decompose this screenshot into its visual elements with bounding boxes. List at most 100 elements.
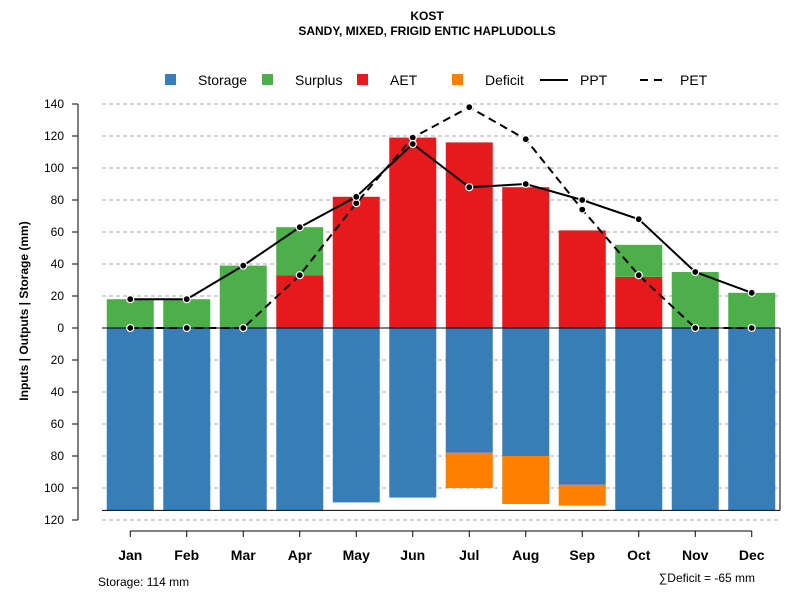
x-tick-label-oct: Oct — [627, 547, 651, 563]
y-tick-label: 120 — [44, 129, 64, 143]
y-tick-label: 0 — [57, 321, 64, 335]
point-pet-oct — [634, 271, 643, 280]
point-pet-sep — [578, 205, 587, 214]
legend-item-ppt: PPT — [540, 72, 608, 88]
chart-subtitle: SANDY, MIXED, FRIGID ENTIC HAPLUDOLLS — [298, 24, 555, 38]
bar-storage-jun — [389, 328, 437, 498]
bar-aet-jun — [389, 137, 437, 328]
bar-deficit-jul — [445, 452, 493, 488]
x-tick-label-aug: Aug — [512, 547, 539, 563]
bar-storage-nov — [671, 328, 719, 511]
y-tick-label: 100 — [44, 481, 64, 495]
bar-surplus-nov — [671, 272, 719, 328]
bar-surplus-feb — [163, 299, 211, 328]
bars — [106, 137, 776, 511]
x-tick-label-may: May — [343, 547, 370, 563]
y-tick-label: 20 — [51, 289, 65, 303]
legend-item-surplus: Surplus — [262, 72, 342, 88]
point-pet-aug — [521, 135, 530, 144]
bar-storage-may — [332, 328, 380, 503]
y-tick-label: 60 — [51, 417, 65, 431]
line-ppt — [130, 142, 753, 301]
point-ppt-feb — [182, 295, 191, 304]
point-ppt-jun — [408, 139, 417, 149]
point-pet-mar — [239, 323, 248, 333]
point-pet-apr — [295, 271, 304, 280]
x-tick-label-nov: Nov — [682, 547, 709, 563]
legend-label-deficit: Deficit — [485, 72, 524, 88]
legend-swatch-deficit — [452, 74, 463, 85]
legend-swatch-storage — [165, 74, 176, 85]
storage-footnote: Storage: 114 mm — [98, 575, 189, 589]
legend-label-surplus: Surplus — [295, 72, 342, 88]
y-tick-label: 120 — [44, 513, 64, 527]
bar-storage-jan — [106, 328, 154, 511]
y-tick-label: 100 — [44, 161, 64, 175]
y-tick-label: 80 — [51, 193, 65, 207]
bar-storage-mar — [219, 328, 267, 511]
point-ppt-nov — [691, 267, 700, 277]
x-tick-label-jul: Jul — [459, 547, 479, 563]
legend-item-aet: AET — [357, 72, 418, 88]
y-tick-label: 20 — [51, 353, 65, 367]
legend: Storage Surplus AET Deficit PPT PET — [165, 72, 708, 88]
gridlines — [102, 103, 780, 521]
bar-storage-feb — [163, 328, 211, 511]
y-tick-label: 140 — [44, 97, 64, 111]
bar-aet-apr — [276, 275, 324, 328]
x-tick-label-dec: Dec — [739, 547, 765, 563]
bar-aet-may — [332, 196, 380, 328]
bar-deficit-aug — [502, 456, 550, 504]
point-ppt-sep — [578, 195, 587, 205]
x-tick-label-sep: Sep — [569, 547, 595, 563]
bar-aet-oct — [615, 276, 663, 328]
legend-item-pet: PET — [640, 72, 708, 88]
point-ppt-jan — [126, 295, 135, 304]
x-tick-label-jun: Jun — [400, 547, 425, 563]
x-tick-label-mar: Mar — [231, 547, 256, 563]
point-pet-dec — [747, 323, 756, 333]
legend-swatch-surplus — [262, 74, 273, 85]
series-lines — [126, 103, 756, 333]
bar-storage-oct — [615, 328, 663, 511]
point-pet-jan — [126, 323, 135, 333]
bar-surplus-dec — [728, 292, 776, 328]
point-ppt-dec — [747, 288, 756, 297]
bar-storage-dec — [728, 328, 776, 511]
point-ppt-apr — [295, 223, 304, 232]
legend-label-pet: PET — [680, 72, 708, 88]
point-ppt-aug — [521, 179, 530, 189]
bar-deficit-sep — [558, 484, 606, 506]
bar-storage-apr — [276, 328, 324, 511]
bar-aet-jul — [445, 142, 493, 328]
bar-storage-sep — [558, 328, 606, 485]
point-pet-jul — [465, 103, 474, 112]
y-tick-label: 40 — [51, 385, 65, 399]
deficit-footnote: ∑Deficit = -65 mm — [659, 571, 755, 585]
legend-label-ppt: PPT — [580, 72, 608, 88]
y-axis-label: Inputs | Outputs | Storage (mm) — [17, 221, 31, 400]
point-ppt-oct — [634, 215, 643, 224]
y-tick-label: 60 — [51, 225, 65, 239]
y-tick-label: 40 — [51, 257, 65, 271]
axes: 140 120 100 80 60 40 20 0 20 40 60 80 100 120 Jan Feb Ma… — [44, 97, 765, 563]
legend-item-storage: Storage — [165, 72, 247, 88]
bar-storage-aug — [502, 328, 550, 456]
legend-item-deficit: Deficit — [452, 72, 524, 88]
bar-aet-sep — [558, 230, 606, 328]
x-tick-label-feb: Feb — [174, 547, 199, 563]
legend-label-aet: AET — [390, 72, 418, 88]
bar-surplus-apr — [276, 227, 324, 276]
point-pet-feb — [182, 323, 191, 333]
x-tick-label-jan: Jan — [118, 547, 142, 563]
point-ppt-may — [352, 192, 361, 201]
point-ppt-jul — [465, 183, 474, 192]
bar-surplus-jan — [106, 299, 154, 328]
y-tick-label: 80 — [51, 449, 65, 463]
legend-label-storage: Storage — [198, 72, 247, 88]
x-tick-label-apr: Apr — [288, 547, 313, 563]
bar-aet-aug — [502, 187, 550, 328]
legend-swatch-aet — [357, 74, 368, 85]
point-pet-nov — [691, 323, 700, 333]
